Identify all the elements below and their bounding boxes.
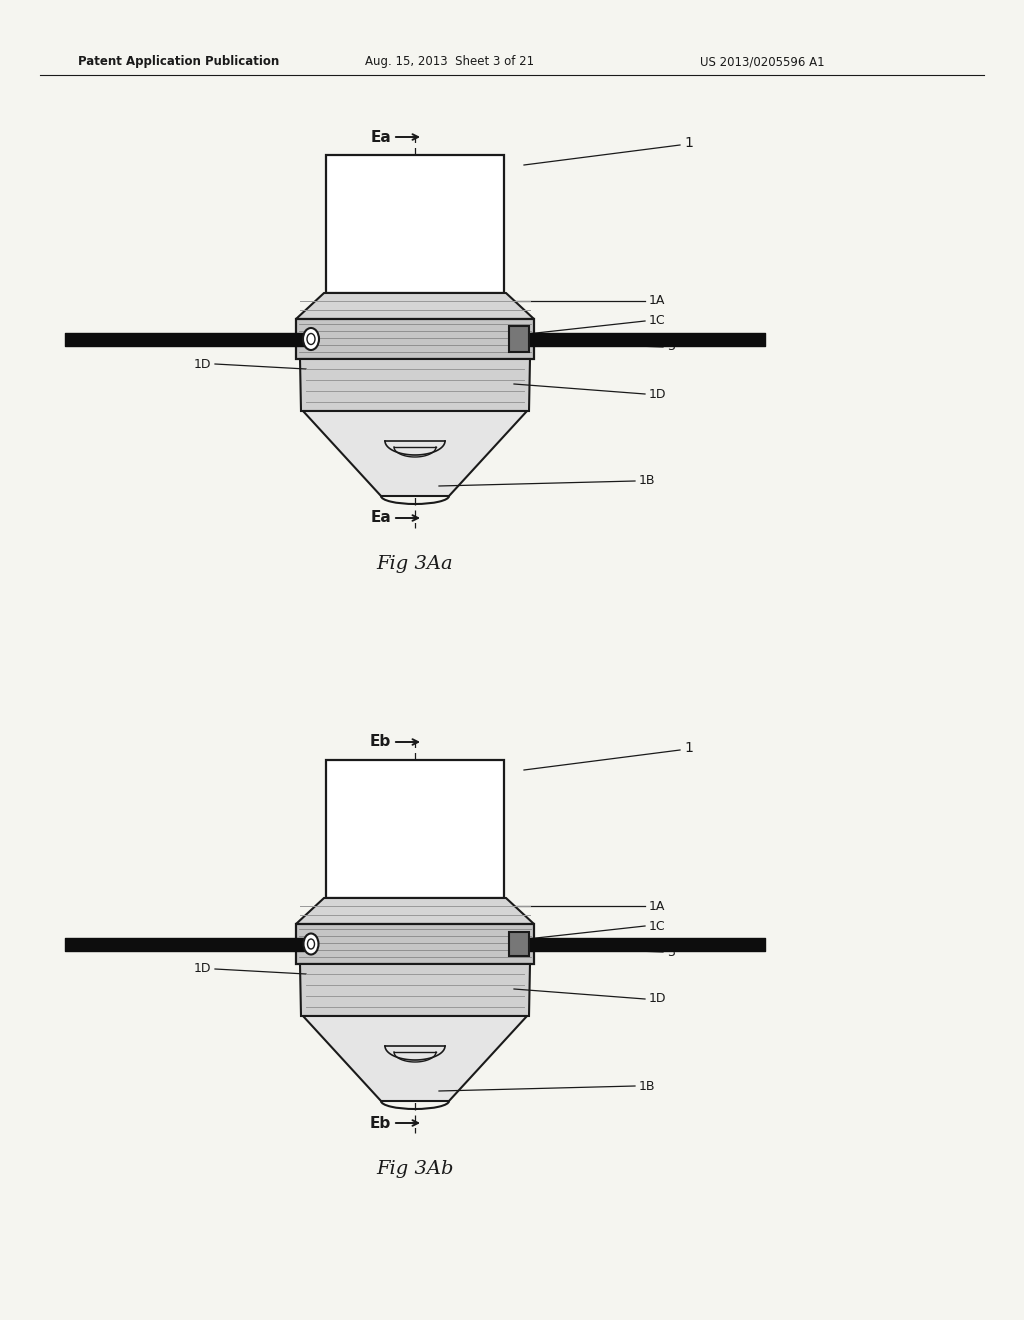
Bar [326, 154, 504, 293]
Text: Fig 3Ab: Fig 3Ab [376, 1160, 454, 1177]
Polygon shape [296, 898, 534, 924]
Polygon shape [300, 359, 530, 411]
Text: 1D: 1D [649, 388, 667, 400]
Text: Ea: Ea [371, 129, 391, 144]
Text: 1A: 1A [649, 294, 666, 308]
Bar [509, 326, 529, 352]
Ellipse shape [303, 327, 319, 350]
Polygon shape [303, 1016, 527, 1101]
Bar [509, 932, 529, 956]
Text: 1A: 1A [649, 899, 666, 912]
Text: Eb: Eb [370, 1115, 391, 1130]
Bar [296, 924, 534, 964]
Polygon shape [303, 411, 527, 496]
Text: Ea: Ea [371, 511, 391, 525]
Polygon shape [296, 293, 534, 319]
Text: Fig 3Aa: Fig 3Aa [377, 554, 454, 573]
Ellipse shape [303, 933, 318, 954]
Text: 1B: 1B [639, 474, 655, 487]
Text: 1C: 1C [649, 314, 666, 327]
Bar [296, 319, 534, 359]
Text: Aug. 15, 2013  Sheet 3 of 21: Aug. 15, 2013 Sheet 3 of 21 [365, 55, 535, 69]
Text: 1D: 1D [649, 993, 667, 1006]
Text: 1C: 1C [649, 920, 666, 932]
Text: US 2013/0205596 A1: US 2013/0205596 A1 [700, 55, 824, 69]
Text: 1: 1 [684, 136, 693, 150]
Text: 1D: 1D [194, 962, 211, 975]
Text: Patent Application Publication: Patent Application Publication [78, 55, 280, 69]
Text: 1: 1 [684, 741, 693, 755]
Polygon shape [300, 964, 530, 1016]
Text: 1B: 1B [639, 1080, 655, 1093]
Text: 1D: 1D [194, 358, 211, 371]
Text: 3: 3 [667, 945, 675, 958]
Bar [326, 760, 504, 898]
Text: 3: 3 [667, 341, 675, 354]
Text: Eb: Eb [370, 734, 391, 750]
